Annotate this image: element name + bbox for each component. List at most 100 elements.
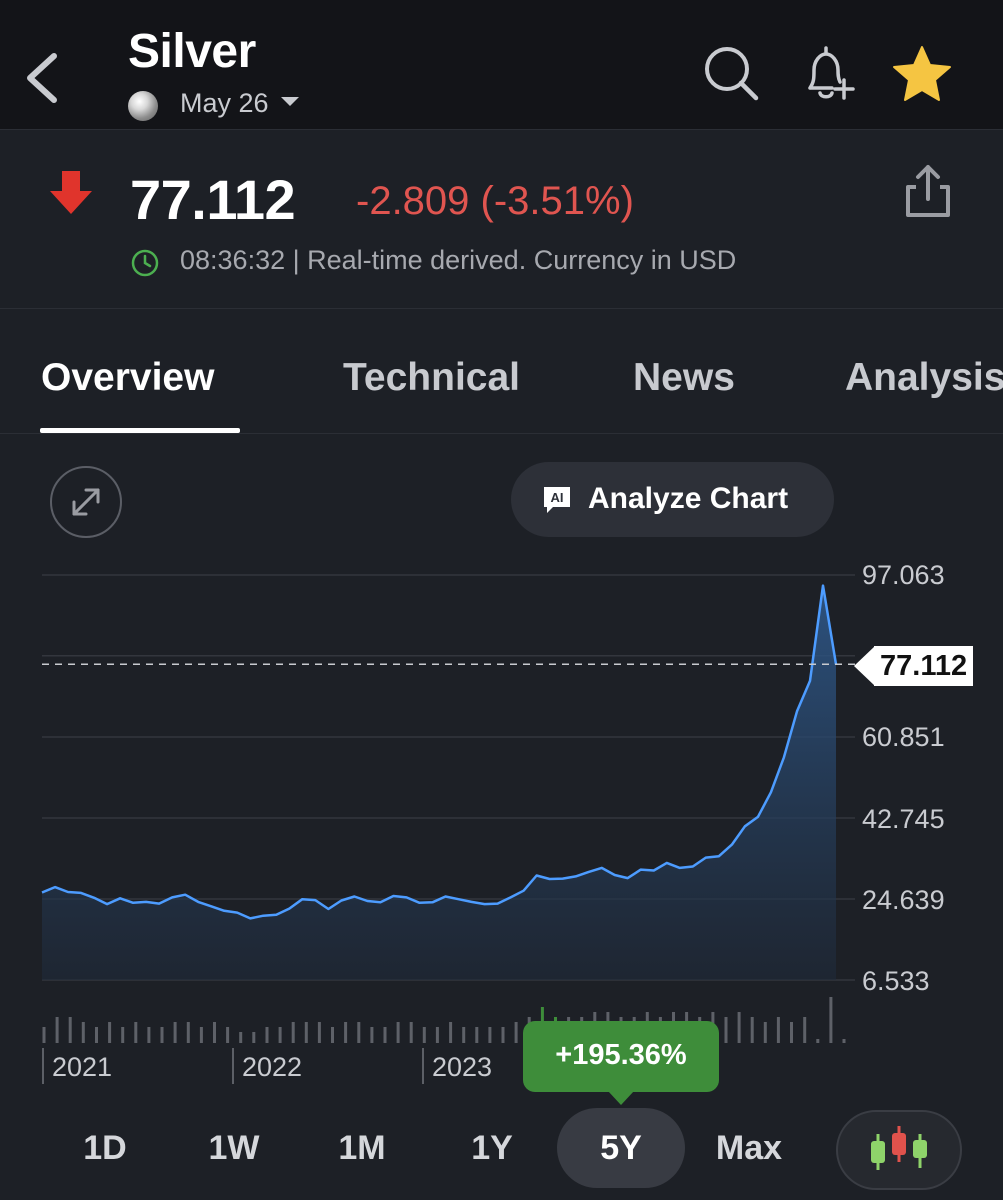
last-price: 77.112 [130,168,296,231]
price-chart[interactable] [0,540,1003,1060]
volume-bar [213,1022,216,1043]
volume-bar [291,1022,295,1043]
volume-bar [776,1017,780,1043]
volume-bar [121,1027,125,1043]
volume-bar [803,1017,807,1043]
range-1d[interactable]: 1D [83,1129,127,1167]
date-selector[interactable]: May 26 [180,88,299,119]
x-axis-divider [42,1048,44,1084]
top-bar: Silver May 26 [0,0,1003,130]
volume-bar [829,997,833,1043]
volume-bar [226,1027,230,1043]
volume-bar [449,1022,453,1043]
expand-icon [72,488,100,516]
back-button[interactable] [18,42,68,112]
volume-bar [199,1027,203,1043]
add-alert-button[interactable] [796,42,860,106]
y-tick-label: 24.639 [862,885,945,915]
svg-text:AI: AI [551,490,564,505]
volume-bar [95,1027,98,1043]
volume-bar [790,1022,793,1043]
volume-bar [265,1027,269,1043]
volume-bar [750,1017,754,1043]
volume-bar [173,1022,177,1043]
volume-bar [42,1027,46,1043]
range-1m[interactable]: 1M [338,1129,386,1167]
y-tick-label: 42.745 [862,804,945,834]
search-icon [705,47,759,101]
tab-technical[interactable]: Technical [343,356,521,399]
chart-type-button[interactable] [836,1110,962,1190]
date-label: May 26 [180,88,269,118]
volume-bar [344,1022,348,1043]
timestamp-info: 08:36:32 | Real-time derived. Currency i… [180,245,737,275]
active-tab-indicator [40,428,240,433]
volume-bar [278,1027,282,1043]
volume-bar [763,1022,767,1043]
price-tag-pointer [854,646,875,686]
chevron-left-icon [27,53,57,103]
analyze-chart-label: Analyze Chart [588,482,789,515]
volume-bar [370,1027,374,1043]
volume-bar [357,1022,361,1043]
volume-bar [488,1027,492,1043]
volume-bar [422,1027,426,1043]
volume-bar [816,1039,820,1043]
volume-bar [317,1022,321,1043]
current-price-label: 77.112 [874,646,974,686]
volume-bar [134,1022,138,1043]
x-tick-label: 2023 [432,1052,493,1082]
volume-bar [331,1027,334,1043]
volume-bar [514,1022,518,1043]
expand-chart-button[interactable] [50,466,122,538]
badge-pointer [608,1091,634,1105]
volume-bar [108,1022,112,1043]
volume-bar [737,1012,741,1043]
range-5y[interactable]: 5Y [557,1108,685,1188]
x-tick-label: 2022 [242,1052,303,1082]
volume-bar [55,1017,59,1043]
volume-bar [81,1022,85,1043]
price-area [42,585,836,980]
silver-coin-icon [128,91,158,121]
volume-bar [475,1027,479,1043]
x-axis-divider [232,1048,234,1084]
clock-icon [131,249,159,277]
caret-down-icon [280,97,299,107]
price-line [41,584,838,920]
volume-bar [724,1017,728,1043]
volume-bar [396,1022,400,1043]
share-button[interactable] [898,161,958,226]
page-title: Silver [128,25,256,78]
share-icon [906,165,950,217]
y-tick-label: 6.533 [862,966,930,996]
range-1y[interactable]: 1Y [471,1129,513,1167]
tab-analysis[interactable]: Analysis [845,356,1003,399]
y-tick-label: 60.851 [862,722,945,752]
star-icon [893,46,951,101]
performance-badge: +195.36% [523,1021,719,1105]
volume-bar [842,1039,846,1043]
volume-bar [409,1022,413,1043]
range-max[interactable]: Max [715,1129,783,1167]
volume-bars [42,997,846,1043]
ai-chat-icon: AI [544,487,570,513]
quote-panel: 77.112 -2.809 (-3.51%) 08:36:32 | Real-t… [0,131,1003,309]
x-axis-divider [422,1048,424,1084]
candlestick-icon [871,1126,927,1170]
favorite-button[interactable] [890,42,954,106]
x-tick-label: 2021 [52,1052,113,1082]
volume-bar [186,1022,190,1043]
volume-bar [304,1022,308,1043]
range-1w[interactable]: 1W [208,1129,260,1167]
analyze-chart-button[interactable]: AI Analyze Chart [511,462,834,537]
search-button[interactable] [700,42,764,106]
volume-bar [383,1027,387,1043]
volume-bar [68,1017,72,1043]
volume-bar [147,1027,151,1043]
tab-news[interactable]: News [633,356,735,399]
volume-bar [462,1027,466,1043]
volume-bar [501,1027,505,1043]
performance-value: +195.36% [555,1039,687,1071]
tab-overview[interactable]: Overview [41,356,215,399]
